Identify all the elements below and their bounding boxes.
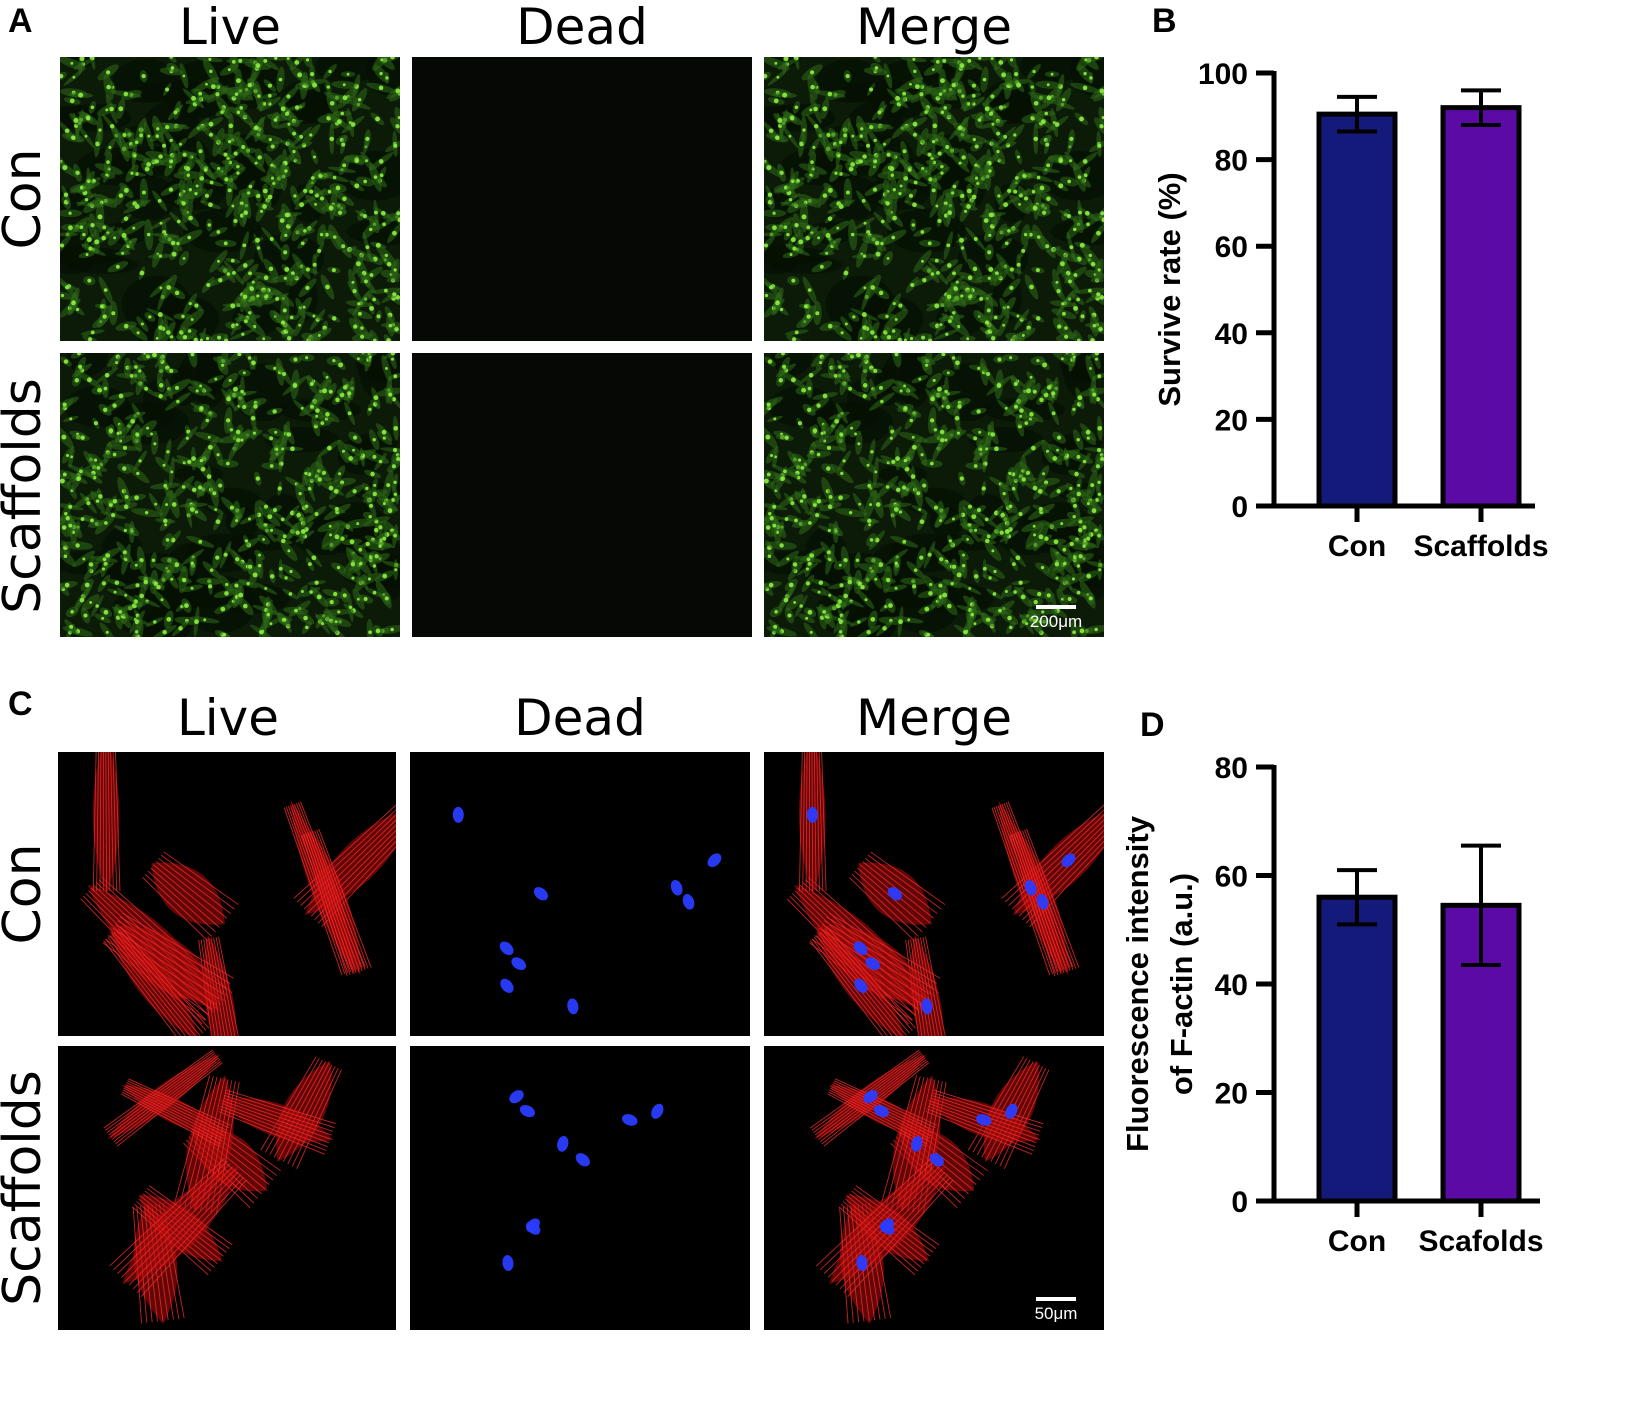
- merge-scaffolds-micrograph: [764, 353, 1104, 637]
- live-con-actin-micrograph: [58, 752, 396, 1036]
- dead-scaffolds-micrograph: [412, 353, 752, 637]
- y-tick-label: 40: [1215, 969, 1248, 1002]
- x-category-label: Scaffolds: [1413, 530, 1548, 563]
- merge-con-micrograph-c: [764, 752, 1104, 1036]
- y-tick-label: 0: [1231, 491, 1248, 524]
- live-scaffolds-micrograph: [60, 353, 400, 637]
- y-tick-label: 60: [1215, 861, 1248, 894]
- live-scaffolds-actin-micrograph: [58, 1046, 396, 1330]
- y-axis-label: Survive rate (%): [1152, 172, 1187, 406]
- error-bar-scaffolds: [1461, 88, 1501, 127]
- panel-c-col-live: Live: [176, 689, 280, 747]
- survive-rate-bar-chart: 0 20 40 60 80 100 Con Scaffolds Survive rate (%): [1152, 58, 1549, 563]
- error-bar-scafolds: [1461, 843, 1501, 968]
- panel-a-letter: A: [8, 2, 33, 40]
- y-tick-label: 20: [1215, 1078, 1248, 1111]
- panel-a-col-dead: Dead: [516, 0, 648, 56]
- y-tick-label: 0: [1231, 1186, 1248, 1219]
- panel-c-col-dead: Dead: [514, 689, 646, 747]
- panel-a-scale-bar: 200μm: [1024, 605, 1088, 632]
- y-axis-label-line: of F-actin (a.u.): [1164, 873, 1199, 1095]
- error-bar-con: [1337, 94, 1377, 134]
- y-axis-label-line: Fluorescence intensity: [1120, 815, 1155, 1152]
- x-category-label: Scafolds: [1418, 1225, 1543, 1258]
- y-tick-label: 40: [1215, 318, 1248, 351]
- error-bar-con: [1337, 868, 1377, 927]
- y-tick-label: 60: [1215, 231, 1248, 264]
- y-tick-label: 100: [1198, 58, 1248, 91]
- panel-c-col-merge: Merge: [855, 689, 1013, 747]
- panel-c-row-scaffolds: Scaffolds: [0, 1070, 53, 1306]
- panel-a-scale-label: 200μm: [1029, 612, 1083, 631]
- merge-con-micrograph: [764, 57, 1104, 341]
- x-category-label: Con: [1328, 1225, 1386, 1258]
- panel-b-letter: B: [1152, 2, 1177, 40]
- bar-scaffolds: [1440, 105, 1522, 509]
- bar-con: [1316, 111, 1398, 509]
- factin-intensity-bar-chart: 0 20 40 60 80 Con Scafolds Fluorescence intensi…: [1120, 752, 1544, 1258]
- panel-c-scale-bar: 50μm: [1026, 1297, 1086, 1324]
- y-tick-label: 80: [1215, 752, 1248, 785]
- dead-con-micrograph: [412, 57, 752, 341]
- panel-a-row-con: Con: [0, 148, 53, 250]
- live-con-micrograph: [60, 57, 400, 341]
- panel-c-letter: C: [8, 685, 33, 723]
- dead-scaffolds-nuclei-micrograph: [410, 1046, 750, 1330]
- panel-d-letter: D: [1140, 706, 1165, 744]
- y-tick-label: 20: [1215, 404, 1248, 437]
- panel-c-scale-label: 50μm: [1034, 1304, 1078, 1323]
- panel-a-col-live: Live: [178, 0, 282, 56]
- dead-con-nuclei-micrograph: [410, 752, 750, 1036]
- x-category-label: Con: [1328, 530, 1386, 563]
- merge-scaffolds-micrograph-c: [764, 1046, 1104, 1330]
- y-tick-label: 80: [1215, 145, 1248, 178]
- bar-con: [1316, 894, 1398, 1204]
- panel-c-row-con: Con: [0, 843, 53, 945]
- panel-a-col-merge: Merge: [855, 0, 1013, 56]
- panel-a-row-scaffolds: Scaffolds: [0, 378, 53, 614]
